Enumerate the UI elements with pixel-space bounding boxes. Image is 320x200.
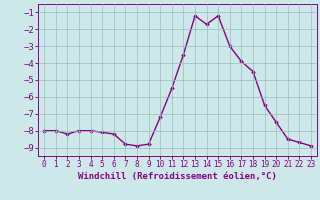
X-axis label: Windchill (Refroidissement éolien,°C): Windchill (Refroidissement éolien,°C) (78, 172, 277, 181)
